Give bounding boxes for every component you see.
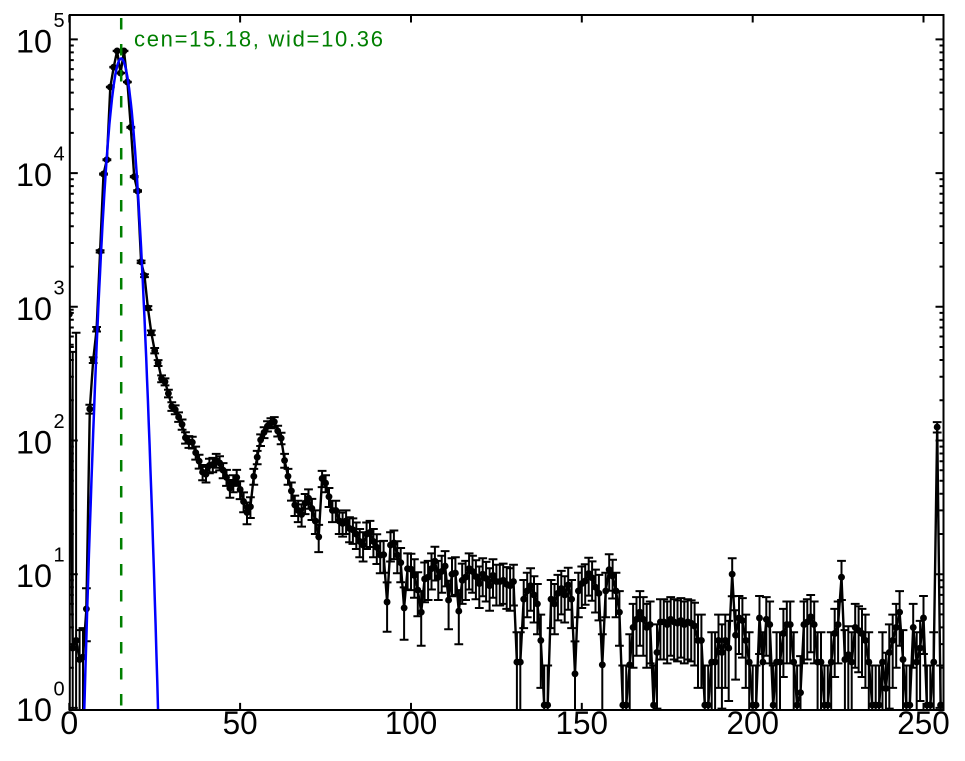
svg-text:3: 3: [54, 277, 65, 299]
svg-text:0: 0: [60, 705, 78, 741]
svg-text:10: 10: [16, 291, 52, 327]
svg-text:4: 4: [54, 144, 65, 166]
svg-text:150: 150: [556, 705, 609, 741]
svg-text:10: 10: [16, 692, 52, 728]
svg-text:1: 1: [54, 545, 65, 567]
svg-text:10: 10: [16, 425, 52, 461]
svg-text:0: 0: [54, 678, 65, 700]
svg-text:250: 250: [897, 705, 950, 741]
svg-text:10: 10: [16, 157, 52, 193]
svg-text:10: 10: [16, 23, 52, 59]
svg-text:50: 50: [223, 705, 258, 741]
svg-text:10: 10: [16, 558, 52, 594]
svg-text:2: 2: [54, 411, 65, 433]
svg-text:cen=15.18, wid=10.36: cen=15.18, wid=10.36: [134, 27, 383, 52]
svg-text:200: 200: [726, 705, 779, 741]
svg-text:5: 5: [54, 10, 65, 32]
svg-text:100: 100: [385, 705, 438, 741]
